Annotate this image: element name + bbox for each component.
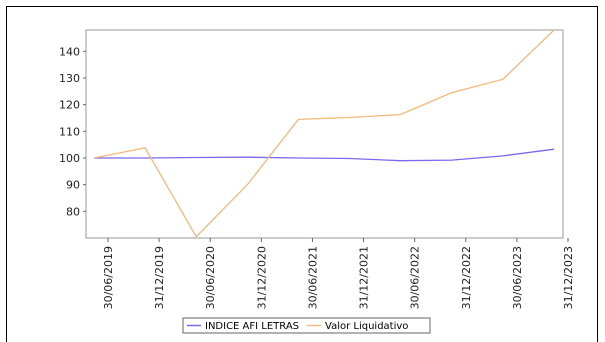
legend-box — [182, 317, 431, 334]
legend-label-1: INDICE AFI LETRAS — [205, 321, 299, 332]
x-tick-label: 30/06/2021 — [306, 246, 319, 309]
y-tick-label: 130 — [59, 72, 80, 85]
series-layer — [93, 29, 555, 238]
y-tick-label: 80 — [66, 205, 80, 218]
x-tick-label: 30/06/2023 — [511, 246, 524, 309]
x-tick-label: 31/12/2021 — [358, 246, 371, 309]
y-tick-label: 90 — [66, 179, 80, 192]
x-tick-label: 30/06/2020 — [204, 246, 217, 309]
y-tick-label: 120 — [59, 99, 80, 112]
x-tick-label: 31/12/2022 — [460, 246, 473, 309]
x-axis: 30/06/2019 31/12/2019 30/06/2020 31/12/2020… — [102, 238, 575, 309]
y-tick-label: 110 — [59, 125, 80, 138]
legend-label-2: Valor Liquidativo — [325, 321, 408, 332]
y-tick-label: 100 — [59, 152, 80, 165]
legend: INDICE AFI LETRAS Valor Liquidativo — [182, 317, 431, 334]
x-tick-label: 31/12/2019 — [153, 246, 166, 309]
x-tick-label: 30/06/2019 — [102, 246, 115, 309]
x-tick-label: 31/12/2020 — [255, 246, 268, 309]
chart-frame — [6, 6, 598, 342]
plot-area — [85, 29, 564, 239]
series-line-1 — [94, 148, 555, 162]
x-tick-label: 31/12/2023 — [562, 246, 575, 309]
x-tick-label: 30/06/2022 — [409, 246, 422, 309]
y-axis: 80 90 100 110 120 130 140 — [59, 45, 86, 218]
series-line-2 — [93, 29, 555, 238]
y-tick-label: 140 — [59, 45, 80, 58]
